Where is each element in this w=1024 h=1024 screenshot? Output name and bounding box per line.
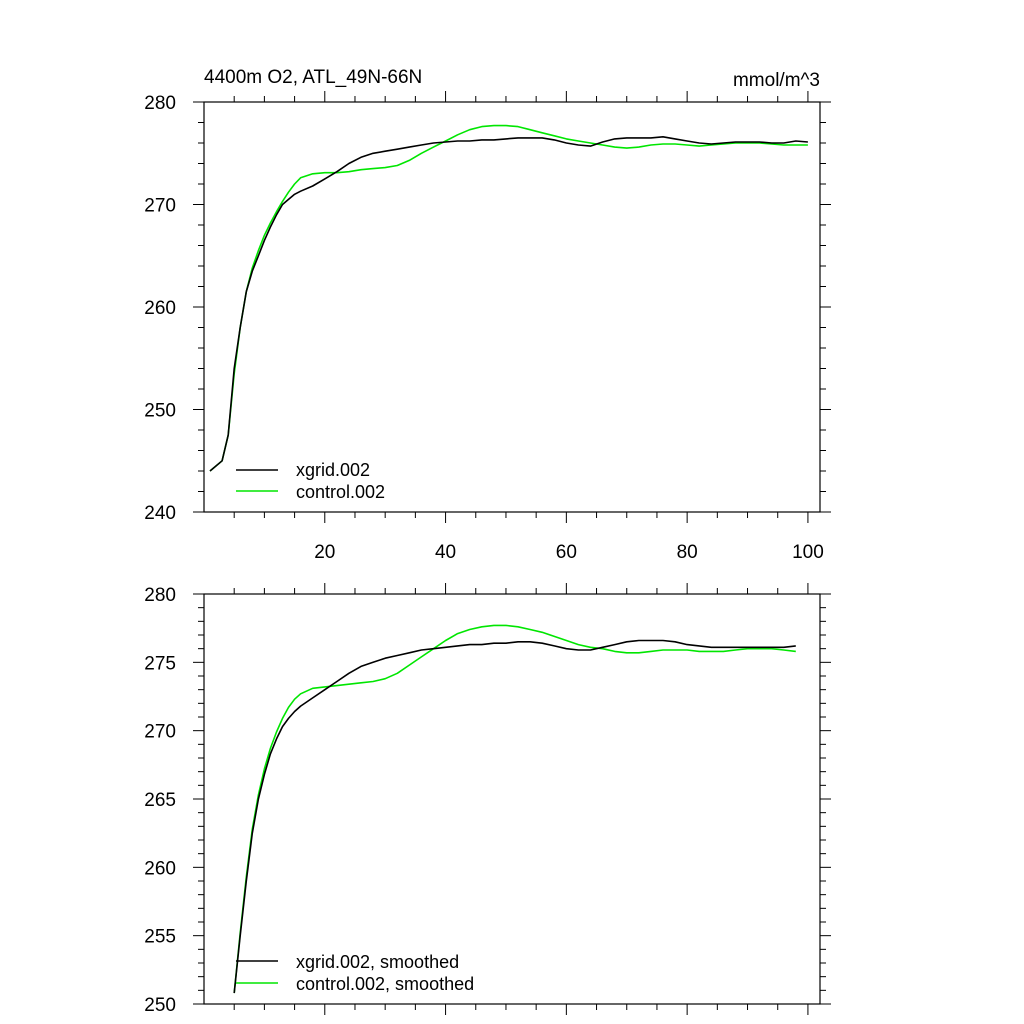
y-tick-label: 255: [144, 927, 176, 948]
series-top: [209, 124, 808, 472]
y-tick-label: 260: [144, 298, 176, 319]
ticks-top: [193, 91, 831, 523]
tick-labels-bottom: 250 255 260 265 270 275 280: [144, 585, 176, 1016]
series-line-xgrid: [209, 136, 808, 472]
x-tick-label: 40: [435, 542, 456, 563]
series-line-control: [209, 124, 808, 472]
x-tick-label: 60: [556, 542, 577, 563]
y-tick-label: 265: [144, 790, 176, 811]
tick-labels-top: 240 250 260 270 280 20 40 60 80 100: [144, 93, 823, 563]
panel-top: 4400m O2, ATL_49N-66N mmol/m^3 240 250 260…: [144, 67, 831, 563]
series-bottom: [233, 624, 796, 994]
y-tick-label: 250: [144, 995, 176, 1016]
panel-bottom: 250 255 260 265 270 275 280 xgrid.002, smoothe…: [144, 583, 831, 1016]
plot-frame-top: [203, 101, 821, 513]
legend-label-xgrid: xgrid.002: [296, 460, 370, 480]
legend-top: xgrid.002 control.002: [236, 460, 385, 502]
series-line-control: [233, 624, 796, 994]
y-tick-label: 260: [144, 858, 176, 879]
x-tick-label: 80: [677, 542, 698, 563]
y-tick-label: 275: [144, 653, 176, 674]
legend-label-control: control.002: [296, 482, 385, 502]
y-tick-label: 280: [144, 93, 176, 114]
legend-label-xgrid-smoothed: xgrid.002, smoothed: [296, 952, 459, 972]
y-tick-label: 240: [144, 503, 176, 524]
ticks-bottom: [193, 583, 831, 1015]
series-line-xgrid: [233, 639, 796, 994]
legend-bottom: xgrid.002, smoothed control.002, smoothe…: [236, 952, 474, 994]
y-tick-label: 250: [144, 401, 176, 422]
plot-frame-bottom: [203, 593, 821, 1005]
y-tick-label: 270: [144, 722, 176, 743]
x-tick-label: 100: [792, 542, 824, 563]
legend-label-control-smoothed: control.002, smoothed: [296, 974, 474, 994]
y-tick-label: 270: [144, 196, 176, 217]
units-label: mmol/m^3: [733, 70, 820, 91]
x-tick-label: 20: [314, 542, 335, 563]
chart-title: 4400m O2, ATL_49N-66N: [204, 67, 422, 88]
y-tick-label: 280: [144, 585, 176, 606]
